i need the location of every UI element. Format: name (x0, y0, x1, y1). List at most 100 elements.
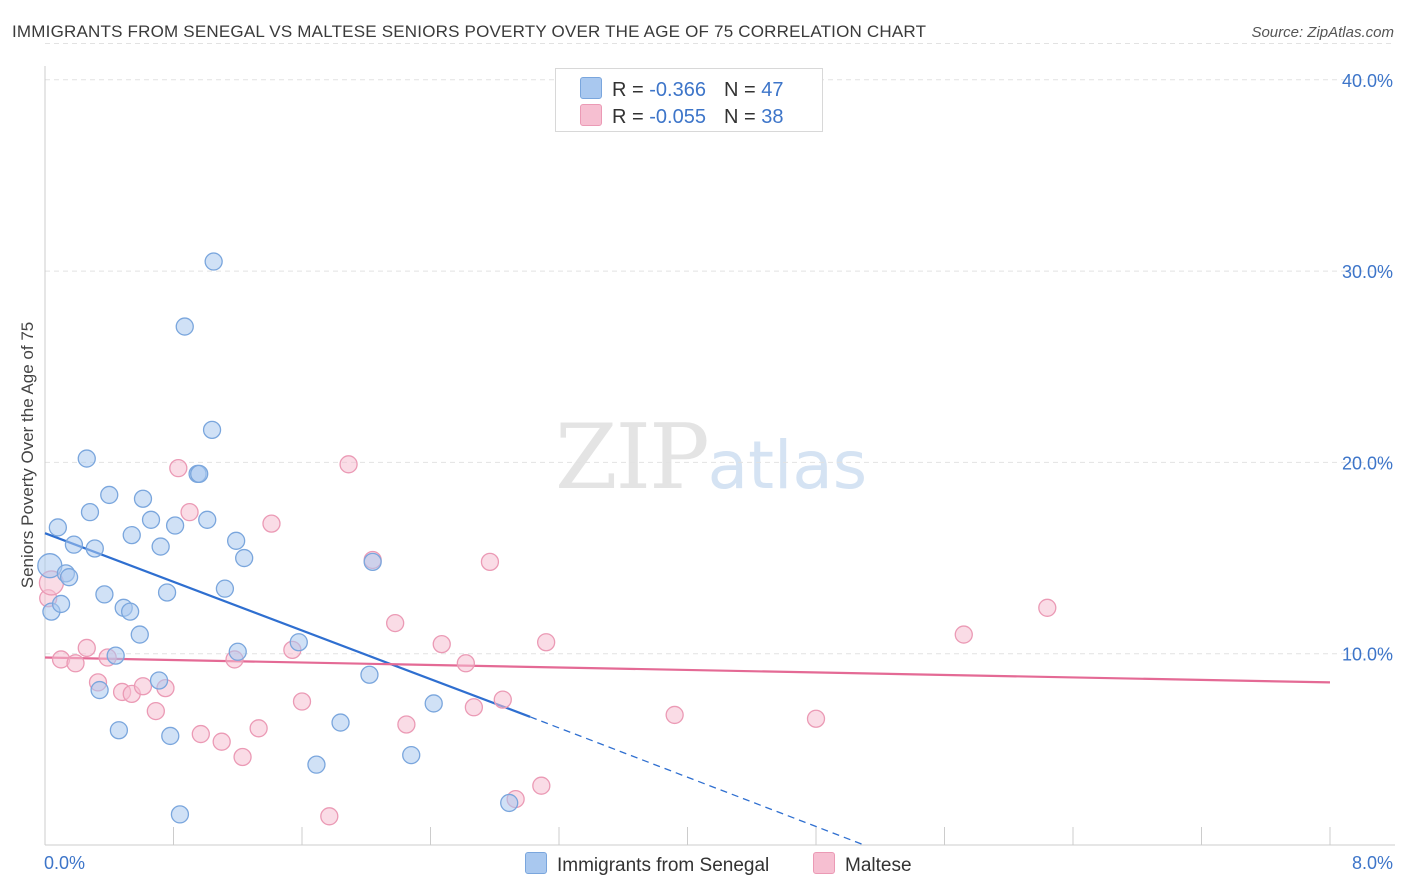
senegal-n-label: N = (723, 79, 762, 101)
senegal-point (133, 489, 153, 508)
senegal-point (161, 726, 180, 746)
senegal-point (80, 502, 100, 522)
watermark-atlas: atlas (707, 427, 868, 504)
y-tick-label: 30.0% (1342, 262, 1393, 282)
senegal-swatch (580, 77, 602, 99)
senegal-point (157, 583, 177, 602)
senegal-point (149, 671, 169, 690)
maltese-swatch (580, 104, 602, 126)
senegal-legend-label: Immigrants from Senegal (557, 855, 770, 876)
senegal-point (170, 805, 190, 824)
maltese-point (432, 634, 451, 654)
senegal-point (202, 420, 222, 440)
senegal-point (120, 602, 140, 621)
senegal-trend-line (44, 532, 531, 718)
point-layer (37, 252, 1057, 826)
maltese-point (146, 701, 165, 721)
maltese-point (233, 747, 252, 767)
legend-row-senegal: R = -0.366 N = 47 (580, 77, 783, 101)
tick-label-layer: 10.0% 20.0% 30.0% 40.0% 0.0% 8.0% (44, 71, 1393, 873)
maltese-n-value: 38 (761, 106, 784, 128)
senegal-point (109, 721, 129, 740)
maltese-r-value: -0.055 (649, 106, 706, 128)
maltese-point (532, 776, 551, 795)
maltese-point (464, 698, 484, 717)
watermark-zip: ZIP (555, 405, 710, 510)
senegal-point (190, 464, 209, 484)
senegal-point (151, 537, 170, 556)
axis-layer (44, 66, 1395, 846)
maltese-point (262, 514, 281, 533)
maltese-point (133, 677, 153, 696)
maltese-point (665, 705, 684, 725)
series-legend: Immigrants from Senegal Maltese (0, 852, 1406, 878)
legend-row-maltese: R = -0.055 N = 38 (580, 104, 783, 128)
maltese-n-label: N = (723, 106, 762, 128)
senegal-point (64, 535, 84, 554)
senegal-point (100, 485, 119, 505)
senegal-point (59, 568, 79, 587)
maltese-trend-line (44, 656, 1331, 684)
senegal-point (141, 510, 161, 529)
senegal-r-label: R = (612, 79, 650, 101)
maltese-point (493, 690, 512, 709)
maltese-r-label: R = (612, 106, 650, 128)
legend-item-senegal[interactable]: Immigrants from Senegal (525, 852, 769, 877)
senegal-point (198, 510, 217, 529)
senegal-point (85, 539, 104, 558)
maltese-point (212, 732, 231, 751)
maltese-point (339, 455, 358, 474)
chart-title: IMMIGRANTS FROM SENEGAL VS MALTESE SENIO… (12, 22, 927, 41)
senegal-point (226, 531, 246, 550)
senegal-point (175, 317, 194, 336)
maltese-point (169, 458, 188, 478)
senegal-point (360, 665, 379, 684)
senegal-point (48, 518, 67, 537)
maltese-legend-label: Maltese (845, 855, 912, 876)
senegal-trend-extension (529, 716, 865, 846)
maltese-point (66, 654, 85, 673)
trend-layer (44, 532, 1331, 846)
maltese-point (191, 724, 210, 744)
senegal-point (307, 755, 326, 774)
source-label: Source: ZipAtlas.com (1251, 24, 1394, 41)
senegal-point (235, 548, 254, 568)
senegal-point (289, 633, 308, 652)
senegal-point (228, 642, 247, 661)
maltese-point (480, 552, 500, 572)
legend-item-maltese[interactable]: Maltese (813, 852, 912, 877)
senegal-point (95, 585, 114, 604)
senegal-point (363, 552, 382, 572)
senegal-point (215, 579, 235, 598)
y-tick-label: 10.0% (1342, 645, 1393, 665)
maltese-point (537, 633, 556, 652)
senegal-n-value: 47 (761, 79, 784, 101)
maltese-point (249, 719, 268, 738)
senegal-point (500, 793, 519, 813)
senegal-point (77, 449, 96, 468)
x-tick-label-min: 0.0% (44, 853, 85, 873)
maltese-point (320, 807, 339, 826)
senegal-point (204, 252, 223, 271)
senegal-point (90, 680, 109, 700)
senegal-point (424, 694, 443, 713)
senegal-point (122, 525, 141, 545)
maltese-point (1038, 598, 1057, 617)
maltese-point (397, 715, 416, 734)
senegal-point (106, 646, 125, 665)
maltese-point (77, 638, 96, 658)
maltese-legend-swatch (813, 852, 835, 874)
maltese-point (180, 502, 199, 522)
senegal-point (130, 625, 149, 644)
maltese-point (806, 709, 826, 728)
maltese-point (456, 654, 475, 673)
senegal-point (51, 594, 71, 614)
x-tick-label-max: 8.0% (1352, 853, 1393, 873)
maltese-point (386, 613, 405, 633)
senegal-r-value: -0.366 (649, 79, 706, 101)
senegal-point (402, 745, 421, 765)
zipatlas-watermark: ZIPatlas (555, 405, 867, 510)
senegal-point (165, 516, 185, 535)
maltese-point (954, 625, 973, 644)
